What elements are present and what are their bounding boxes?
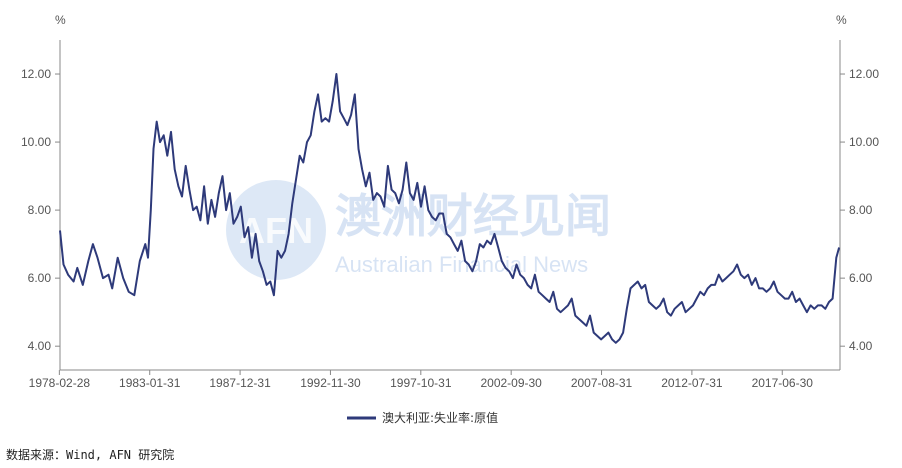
y-tick-label-right: 12.00 (849, 67, 879, 81)
x-tick-label: 1978-02-28 (29, 376, 91, 390)
source-note: 数据来源：Wind, AFN 研究院 (6, 448, 175, 462)
watermark-chinese-text: 澳洲财经见闻 (335, 189, 611, 243)
series-line (59, 73, 841, 344)
x-tick-label: 1992-11-30 (300, 376, 361, 390)
chart: AFN 澳洲财经见闻 Australian Financial News % % 4… (21, 13, 879, 425)
x-tick-label: 2007-08-31 (571, 376, 633, 390)
watermark-english-text: Australian Financial News (335, 252, 588, 277)
x-tick-label: 2017-06-30 (752, 376, 814, 390)
y-tick-label-left: 10.00 (21, 135, 51, 149)
x-tick-label: 2012-07-31 (661, 376, 723, 390)
watermark-logo-text: AFN (239, 210, 313, 251)
y-tick-label-left: 4.00 (28, 339, 52, 353)
y-tick-label-right: 8.00 (849, 203, 873, 217)
unit-label-left: % (55, 13, 66, 27)
axes: % % 4.00 4.00 6.00 6.00 8.00 8.00 10.00 10.00 12.0… (21, 13, 879, 390)
y-tick-label-right: 10.00 (849, 135, 879, 149)
y-tick-label-right: 4.00 (849, 339, 873, 353)
y-tick-label-left: 12.00 (21, 67, 51, 81)
series-layer (59, 73, 841, 344)
x-tick-label: 1983-01-31 (119, 376, 181, 390)
legend: 澳大利亚:失业率:原值 (347, 410, 498, 425)
x-tick-label: 1997-10-31 (390, 376, 452, 390)
x-tick-label: 2002-09-30 (480, 376, 542, 390)
unit-label-right: % (836, 13, 847, 27)
y-tick-label-left: 6.00 (28, 271, 52, 285)
y-tick-label-right: 6.00 (849, 271, 873, 285)
y-tick-label-left: 8.00 (28, 203, 52, 217)
x-tick-label: 1987-12-31 (209, 376, 271, 390)
legend-label: 澳大利亚:失业率:原值 (382, 410, 498, 425)
